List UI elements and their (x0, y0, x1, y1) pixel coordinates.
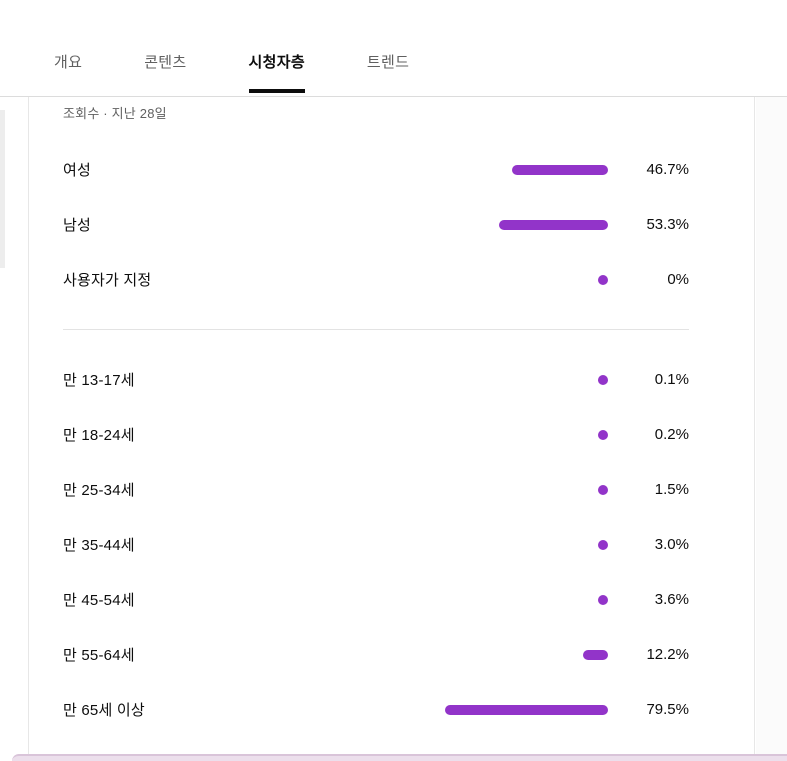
demographic-row: 만 55-64세 12.2% (63, 627, 689, 682)
row-value: 12.2% (646, 646, 689, 663)
row-value: 0.2% (654, 426, 689, 443)
demographic-row: 사용자가 지정 0% (63, 252, 689, 307)
bottom-section-edge (12, 754, 787, 761)
bar-zone (403, 704, 608, 715)
row-label: 만 25-34세 (63, 482, 135, 499)
bar-zone (403, 274, 608, 285)
row-value: 3.0% (654, 536, 689, 553)
age-rows: 만 13-17세 0.1% 만 18-24세 0.2% 만 25-34세 1.5% 만 35… (63, 352, 689, 737)
percentage-bar (598, 274, 608, 285)
percentage-bar (512, 164, 608, 175)
demographic-row: 만 65세 이상 79.5% (63, 682, 689, 737)
row-label: 만 65세 이상 (63, 702, 145, 719)
percentage-bar (498, 219, 608, 230)
demographics-card: 조회수 · 지난 28일 여성 46.7% 남성 53.3% 사용자가 지정 0% 만 1… (28, 97, 755, 761)
percentage-bar (583, 649, 608, 660)
bar-zone (403, 649, 608, 660)
bar-zone (403, 594, 608, 605)
demographic-row: 만 35-44세 3.0% (63, 517, 689, 572)
row-label: 만 55-64세 (63, 647, 135, 664)
demographic-row: 만 45-54세 3.6% (63, 572, 689, 627)
row-value: 3.6% (654, 591, 689, 608)
tab-list: 개요 콘텐츠 시청자층 트렌드 (0, 0, 787, 96)
row-label: 만 13-17세 (63, 372, 135, 389)
row-label: 만 45-54세 (63, 592, 135, 609)
row-label: 여성 (63, 162, 92, 179)
adjacent-card-edge (0, 110, 5, 268)
analytics-tab-bar: 개요 콘텐츠 시청자층 트렌드 (0, 0, 787, 97)
row-value: 79.5% (646, 701, 689, 718)
demographic-row: 만 13-17세 0.1% (63, 352, 689, 407)
row-value: 46.7% (646, 161, 689, 178)
row-value: 0% (667, 271, 689, 288)
tab-개요[interactable]: 개요 (54, 54, 83, 71)
demographic-row: 여성 46.7% (63, 142, 689, 197)
page-gutter (756, 97, 787, 761)
row-label: 남성 (63, 217, 92, 234)
gender-rows: 여성 46.7% 남성 53.3% 사용자가 지정 0% (63, 142, 689, 307)
bar-zone (403, 164, 608, 175)
demographic-row: 만 25-34세 1.5% (63, 462, 689, 517)
tab-트렌드[interactable]: 트렌드 (366, 54, 410, 71)
section-divider (63, 329, 689, 330)
percentage-bar (598, 484, 608, 495)
row-label: 만 35-44세 (63, 537, 135, 554)
percentage-bar (598, 374, 608, 385)
row-value: 1.5% (654, 481, 689, 498)
tab-콘텐츠[interactable]: 콘텐츠 (144, 54, 187, 71)
card-subtitle: 조회수 · 지난 28일 (63, 106, 167, 121)
bar-zone (403, 539, 608, 550)
active-tab-indicator (248, 89, 305, 93)
bar-zone (403, 374, 608, 385)
row-value: 53.3% (646, 216, 689, 233)
bar-zone (403, 219, 608, 230)
demographic-row: 만 18-24세 0.2% (63, 407, 689, 462)
percentage-bar (445, 704, 608, 715)
row-label: 사용자가 지정 (63, 272, 152, 289)
tab-시청자층[interactable]: 시청자층 (248, 51, 305, 96)
bar-zone (403, 429, 608, 440)
row-value: 0.1% (654, 371, 689, 388)
percentage-bar (598, 539, 608, 550)
percentage-bar (598, 594, 608, 605)
demographic-row: 남성 53.3% (63, 197, 689, 252)
row-label: 만 18-24세 (63, 427, 135, 444)
bar-zone (403, 484, 608, 495)
percentage-bar (598, 429, 608, 440)
